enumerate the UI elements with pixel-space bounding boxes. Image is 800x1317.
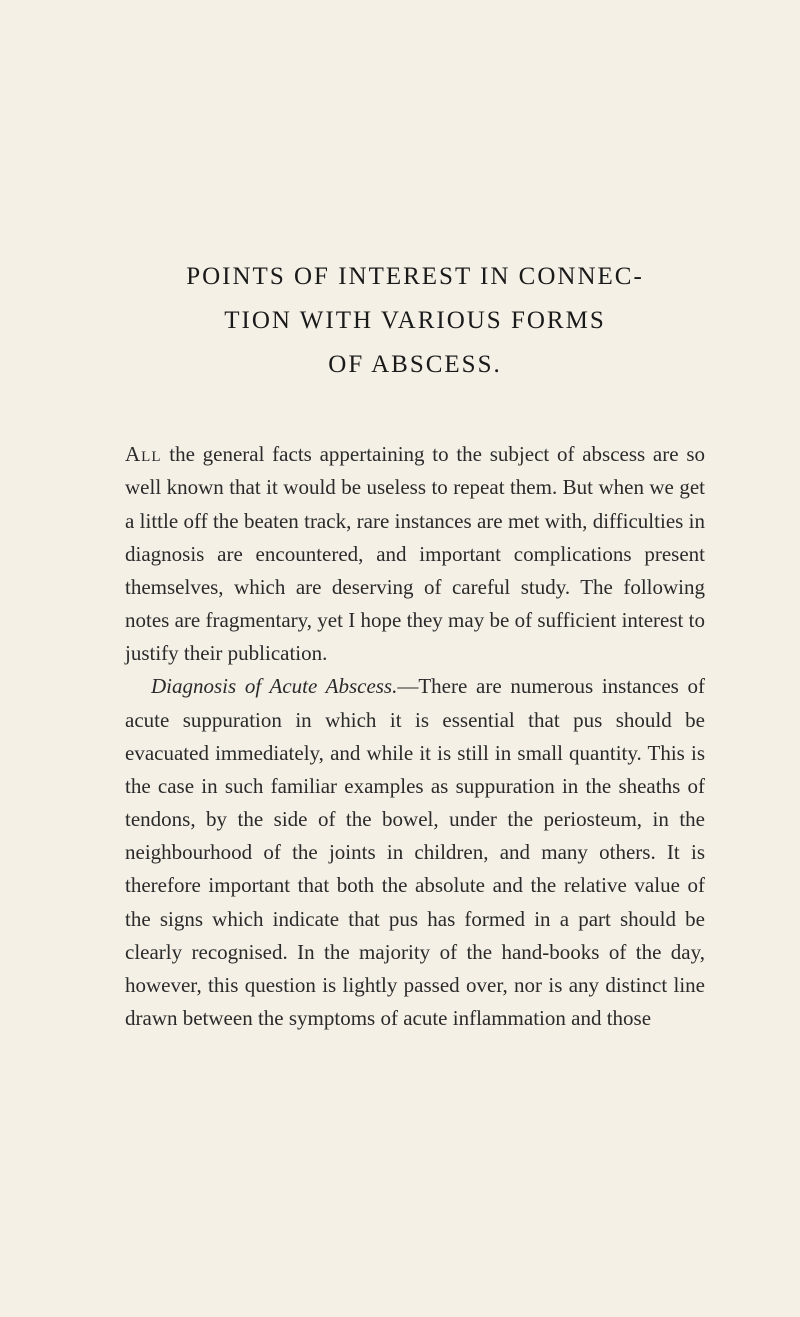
para-2-italic: Diagnosis of Acute Abscess. (151, 674, 397, 698)
document-title: POINTS OF INTEREST IN CONNEC- TION WITH … (125, 255, 705, 386)
title-line-1: POINTS OF INTEREST IN CONNEC- (125, 255, 705, 299)
title-line-2: TION WITH VARIOUS FORMS (125, 299, 705, 343)
para-2-rest: —There are numerous instances of acute s… (125, 674, 705, 1030)
para-1-rest: the general facts appertaining to the su… (125, 442, 705, 665)
para-1-lead: All (125, 442, 162, 466)
title-line-3: OF ABSCESS. (125, 343, 705, 387)
paragraph-1: All the general facts appertaining to th… (125, 438, 705, 670)
paragraph-2: Diagnosis of Acute Abscess.—There are nu… (125, 670, 705, 1035)
